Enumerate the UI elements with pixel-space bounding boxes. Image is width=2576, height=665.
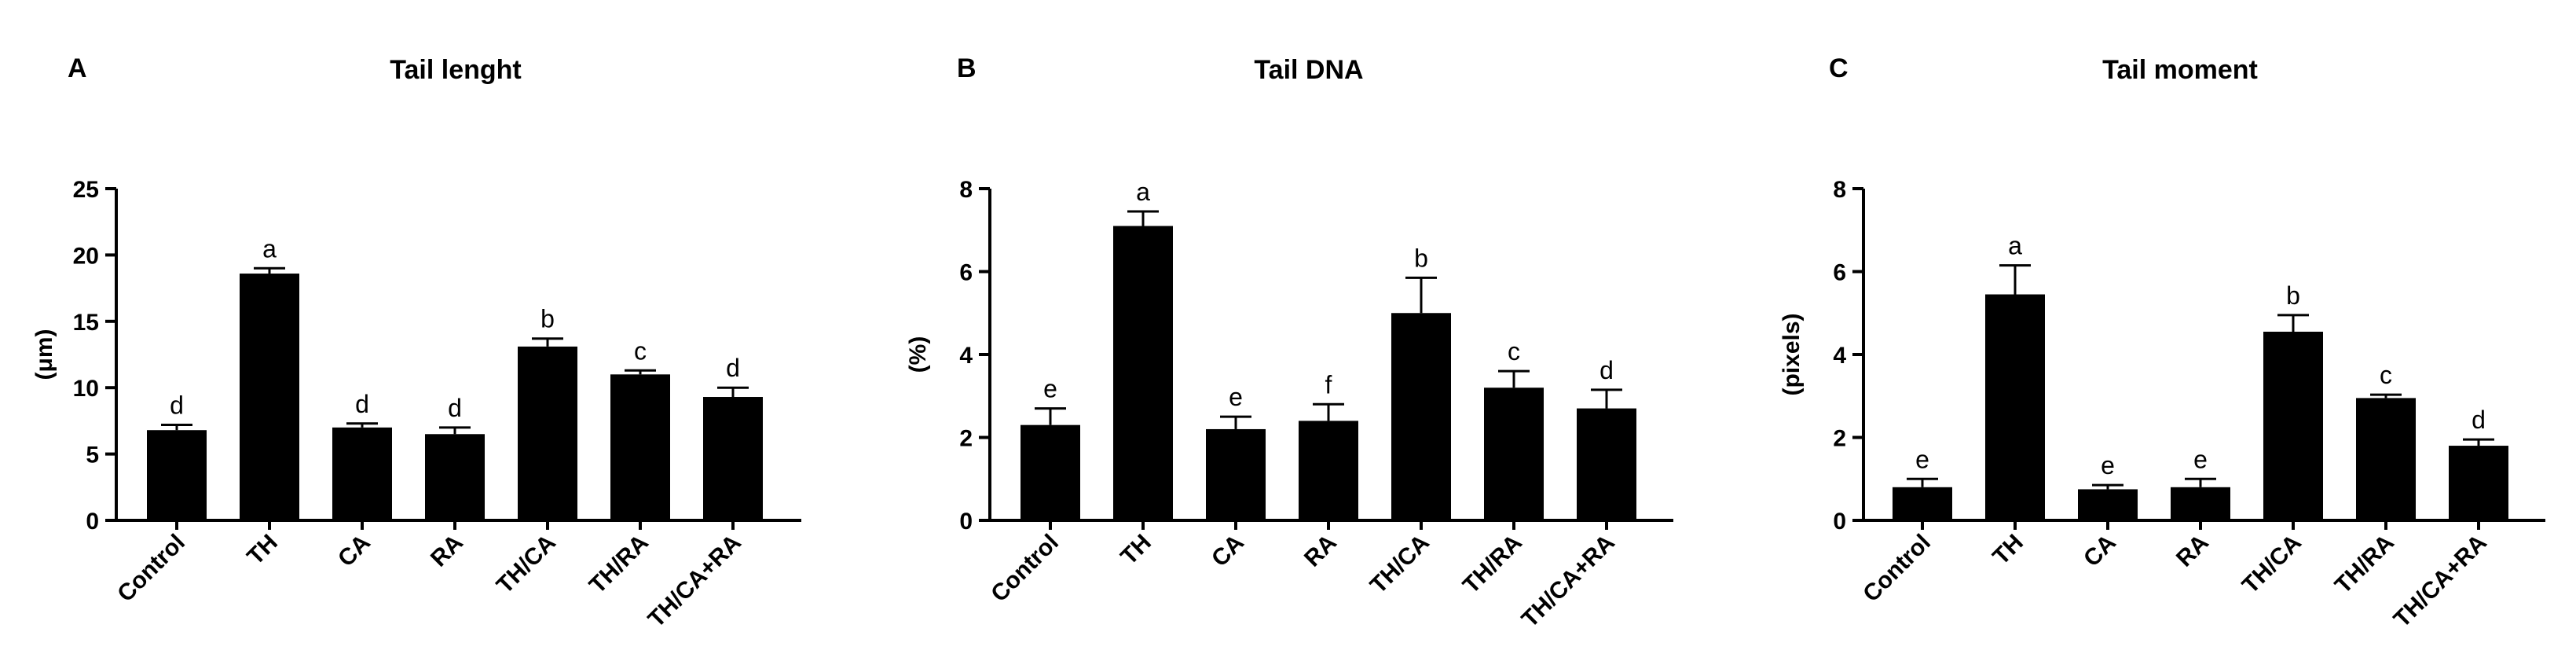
y-tick-label: 4 [959,343,973,369]
x-tick-label: TH/CA+RA [643,530,746,633]
significance-letter: d [170,391,184,419]
y-tick-label: 4 [1833,343,1846,369]
x-tick-label: Control [986,530,1064,608]
significance-letter: e [1229,383,1243,411]
bar-th-ca-ra [2449,446,2508,520]
bar-th-ra [610,374,670,520]
panel-letter: C [1829,53,1849,83]
bar-th-ca [518,346,577,520]
y-tick-label: 0 [1833,509,1846,535]
bar-ra [1299,421,1358,520]
significance-letter: d [448,394,462,422]
y-tick-label: 0 [86,509,99,535]
x-tick-label: Control [112,530,190,608]
y-tick-label: 6 [959,260,973,286]
y-tick-label: 15 [73,310,99,336]
significance-letter: d [1599,356,1614,384]
x-tick-label: Control [1858,530,1936,608]
bar-th [1113,226,1173,520]
y-tick-label: 8 [959,177,973,203]
significance-letter: e [2193,445,2208,473]
bar-ca [1206,428,1266,520]
significance-letter: a [1136,178,1150,206]
x-tick-label: RA [1299,530,1342,572]
y-tick-label: 20 [73,243,99,269]
bar-th [240,274,299,520]
x-tick-label: TH [1988,530,2028,571]
bar-ra [425,434,485,520]
significance-letter: d [2472,406,2486,434]
chart-title: Tail lenght [390,55,521,85]
chart-panel-a: A Tail lenght (μm) 0 5 10 15 20 25 d Control a TH d CA… [31,53,801,633]
bar-ca [332,427,392,520]
x-tick-label: TH/CA [1365,530,1435,599]
bar-control [1893,487,1952,520]
y-axis-label: (pixels) [1779,313,1805,395]
x-tick-label: CA [2079,530,2121,572]
bar-th-ra [2356,398,2416,520]
significance-letter: e [2101,451,2115,479]
y-tick-label: 5 [86,443,99,468]
bar-th-ra [1484,388,1544,520]
significance-letter: c [634,336,647,365]
chart-title: Tail DNA [1254,55,1363,85]
chart-panel-b: B Tail DNA (%) 0 2 4 6 8 e Control a TH e CA f RA b TH/CA… [905,53,1673,633]
significance-letter: e [1043,375,1057,403]
x-tick-label: TH/RA [2330,530,2399,599]
significance-letter: d [355,390,369,418]
significance-letter: a [262,234,277,263]
bar-th-ca-ra [1577,408,1636,520]
y-tick-label: 2 [959,426,973,452]
x-tick-label: RA [2171,530,2214,572]
bar-th-ca [1391,313,1451,520]
x-tick-label: CA [1207,530,1249,572]
bar-control [1021,424,1080,520]
x-tick-label: TH [242,530,283,571]
bar-th-ca-ra [703,397,763,520]
x-tick-label: TH/RA [1458,530,1527,599]
y-tick-label: 10 [73,376,99,402]
significance-letter: e [1915,445,1929,473]
x-tick-label: TH/CA+RA [2389,530,2492,633]
x-tick-label: TH [1116,530,1156,571]
chart-panel-c: C Tail moment (pixels) 0 2 4 6 8 e Control a TH e CA e… [1779,53,2545,633]
bar-ca [2078,489,2138,520]
x-tick-label: CA [333,530,376,572]
y-tick-label: 2 [1833,426,1846,452]
y-tick-label: 25 [73,177,99,203]
x-tick-label: TH/CA [492,530,561,599]
significance-letter: b [2286,281,2300,310]
significance-letter: c [2380,361,2392,389]
y-tick-label: 8 [1833,177,1846,203]
y-tick-label: 6 [1833,260,1846,286]
panel-letter: A [68,53,87,83]
x-tick-label: TH/CA [2237,530,2307,599]
significance-letter: a [2008,232,2022,260]
significance-letter: b [1414,244,1428,272]
significance-letter: d [726,354,740,382]
significance-letter: f [1325,370,1332,399]
bar-ra [2171,487,2230,520]
y-axis-label: (μm) [31,329,57,380]
y-axis-label: (%) [905,336,931,373]
x-tick-label: RA [426,530,468,572]
significance-letter: c [1508,337,1520,366]
y-tick-label: 0 [959,509,973,535]
significance-letter: b [540,305,555,333]
bar-th-ca [2263,331,2323,520]
bar-th [1985,294,2045,520]
x-tick-label: TH/CA+RA [1517,530,1620,633]
chart-title: Tail moment [2102,55,2258,85]
bar-control [147,430,207,520]
panel-letter: B [957,53,977,83]
x-tick-label: TH/RA [584,530,654,599]
